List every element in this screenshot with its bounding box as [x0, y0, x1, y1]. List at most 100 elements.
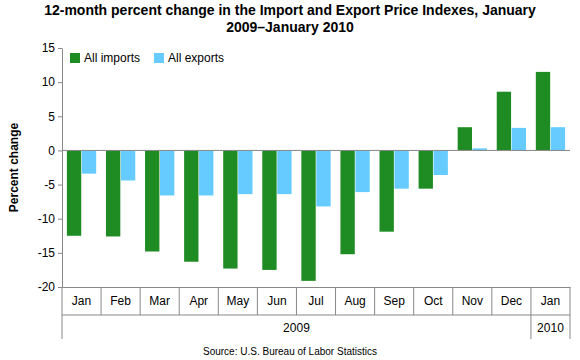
bar	[199, 150, 213, 195]
x-tick-label: Jan	[541, 294, 560, 308]
x-tick-label: Jun	[267, 294, 286, 308]
x-tick-label: May	[227, 294, 250, 308]
legend: All importsAll exports	[70, 51, 224, 65]
y-tick: 0	[48, 144, 62, 158]
bar	[145, 150, 159, 251]
bar	[277, 150, 291, 194]
bar	[121, 150, 135, 180]
x-tick: Jul	[308, 287, 323, 308]
y-tick: 10	[42, 75, 62, 89]
y-tick: -10	[38, 212, 62, 226]
x-tick: Jun	[267, 287, 286, 308]
category-separator	[140, 287, 141, 315]
x-tick-label: Nov	[462, 294, 483, 308]
bar	[316, 150, 330, 206]
y-tick-mark	[58, 150, 62, 151]
y-tick-label: 10	[42, 75, 56, 89]
group-label: 2010	[537, 321, 564, 335]
bar	[223, 150, 237, 268]
y-axis-title: Percent change	[7, 122, 21, 212]
x-tick: Oct	[424, 287, 443, 308]
y-tick: -20	[38, 280, 62, 294]
source: Source: U.S. Bureau of Labor Statistics	[203, 346, 377, 357]
bar	[497, 92, 511, 151]
bar	[160, 150, 174, 195]
bar	[536, 72, 550, 151]
y-tick-label: -20	[38, 280, 56, 294]
x-tick: Jan	[541, 287, 560, 308]
x-tick: Apr	[189, 287, 208, 308]
bar	[106, 150, 120, 236]
y-axis: -20 -15 -10 -5 0 5 10 15	[38, 41, 63, 294]
y-tick-label: 15	[42, 41, 56, 55]
bar	[394, 150, 408, 188]
x-tick-label: Mar	[149, 294, 170, 308]
y-tick: 5	[48, 110, 62, 124]
legend-label: All imports	[84, 51, 140, 65]
bar	[512, 128, 526, 151]
y-tick-label: -10	[38, 212, 56, 226]
title: 12-month percent change in the Import an…	[44, 2, 536, 35]
category-separator	[296, 287, 297, 315]
x-tick-label: Sep	[383, 294, 405, 308]
bar	[419, 150, 433, 188]
bar	[458, 127, 472, 150]
bars	[67, 72, 565, 281]
title-line: 12-month percent change in the Import an…	[44, 2, 536, 18]
y-tick: 15	[42, 41, 62, 55]
category-separator	[452, 287, 453, 315]
separators	[62, 287, 570, 339]
y-tick-label: 0	[48, 144, 55, 158]
x-tick-label: Apr	[189, 294, 208, 308]
category-separator	[62, 287, 63, 339]
x-tick: May	[227, 287, 250, 308]
y-tick-label: -5	[44, 178, 55, 192]
y-tick: -15	[38, 246, 62, 260]
category-separator	[570, 287, 571, 339]
group-line	[62, 315, 570, 316]
bar	[355, 150, 369, 192]
bar	[238, 150, 252, 194]
x-tick: Aug	[344, 287, 365, 308]
y-tick-mark	[58, 287, 62, 288]
bar	[551, 127, 565, 150]
chart: 12-month percent change in the Import an…	[0, 0, 580, 360]
x-tick-label: Jul	[308, 294, 323, 308]
y-axis-line	[62, 49, 63, 288]
y-tick-mark	[58, 219, 62, 220]
x-tick: Jan	[72, 287, 91, 308]
category-separator	[374, 287, 375, 315]
bar	[301, 150, 315, 280]
x-tick-label: Jan	[72, 294, 91, 308]
y-tick: -5	[44, 178, 62, 192]
x-tick: Mar	[149, 287, 170, 308]
bar	[67, 150, 81, 235]
legend-swatch	[154, 53, 164, 63]
y-tick-mark	[58, 116, 62, 117]
bar	[82, 150, 96, 173]
group-label: 2009	[283, 321, 310, 335]
x-tick-label: Aug	[344, 294, 365, 308]
x-tick: Feb	[110, 287, 131, 308]
x-axis-line	[63, 287, 571, 288]
bar	[380, 150, 394, 231]
category-separator	[491, 287, 492, 315]
y-tick-mark	[58, 48, 62, 49]
bar	[184, 150, 198, 261]
x-tick: Nov	[462, 287, 483, 308]
bar	[340, 150, 354, 254]
category-separator	[101, 287, 102, 315]
x-tick-label: Dec	[501, 294, 522, 308]
x-tick-label: Oct	[424, 294, 443, 308]
category-separator	[413, 287, 414, 315]
category-separator	[179, 287, 180, 315]
x-axis: Jan Feb Mar Apr May Jun Jul Aug Sep Oct Nov Dec Jan	[63, 287, 571, 308]
y-tick-label: 5	[48, 110, 55, 124]
category-separator	[530, 287, 531, 339]
x-tick-label: Feb	[110, 294, 131, 308]
y-tick-label: -15	[38, 246, 56, 260]
y-tick-mark	[58, 253, 62, 254]
y-tick-mark	[58, 82, 62, 83]
category-separator	[218, 287, 219, 315]
x-tick: Dec	[501, 287, 522, 308]
